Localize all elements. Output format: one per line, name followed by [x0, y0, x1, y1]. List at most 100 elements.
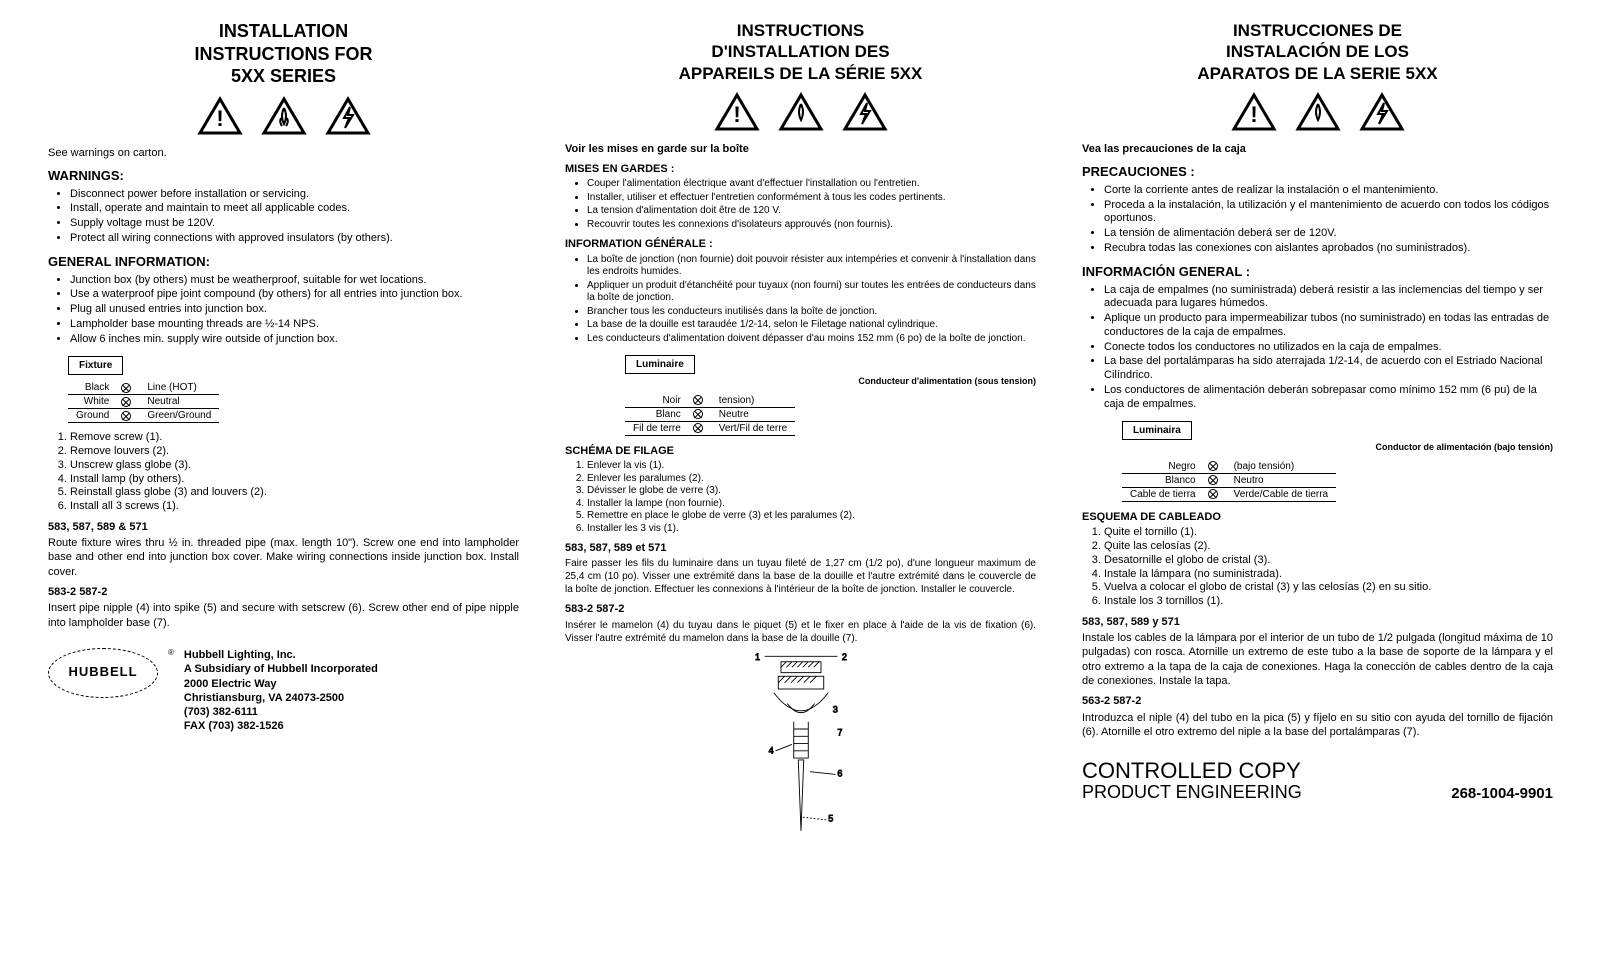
- list-item: La tension d'alimentation doit être de 1…: [587, 205, 1036, 218]
- warning-triangle-icon: !: [1231, 92, 1277, 132]
- wiring-right-label-es: Conductor de alimentación (bajo tensión): [1122, 442, 1553, 454]
- preamble-en: See warnings on carton.: [48, 146, 519, 160]
- table-cell: Vert/Fil de terre: [711, 421, 795, 435]
- connector-icon: [121, 383, 131, 393]
- table-cell: White: [68, 395, 113, 409]
- general-heading-en: GENERAL INFORMATION:: [48, 254, 519, 271]
- connector-icon: [693, 395, 703, 405]
- list-item: La caja de empalmes (no suministrada) de…: [1104, 284, 1553, 312]
- table-cell: Black: [68, 381, 113, 395]
- shock-triangle-icon: [1359, 92, 1405, 132]
- list-item: Les conducteurs d'alimentation doivent d…: [587, 333, 1036, 346]
- list-item: Vuelva a colocar el globo de cristal (3)…: [1104, 581, 1553, 595]
- hubbell-sub: A Subsidiary of Hubbell Incorporated: [184, 662, 378, 676]
- nipple-text-es: Introduzca el niple (4) del tubo en la p…: [1082, 711, 1553, 740]
- list-item: Corte la corriente antes de realizar la …: [1104, 184, 1553, 198]
- list-item: Recubra todas las conexiones con aislant…: [1104, 242, 1553, 256]
- connector-icon: [693, 423, 703, 433]
- list-item: Install all 3 screws (1).: [70, 500, 519, 514]
- hubbell-logo: HUBBELL: [48, 648, 158, 698]
- connector-icon: [121, 397, 131, 407]
- part-number: 268-1004-9901: [1451, 784, 1553, 804]
- shock-triangle-icon: [325, 96, 371, 136]
- table-cell: Blanco: [1122, 474, 1200, 488]
- nipple-heading-es: 563-2 587-2: [1082, 694, 1553, 708]
- table-cell: Negro: [1122, 460, 1200, 474]
- svg-text:!: !: [216, 106, 223, 131]
- list-item: Remove louvers (2).: [70, 445, 519, 459]
- svg-text:!: !: [733, 102, 740, 127]
- table-cell: Cable de tierra: [1122, 488, 1200, 502]
- wiring-table-en: Black Line (HOT) White Neutral Ground Green…: [68, 381, 219, 423]
- svg-text:4: 4: [768, 745, 773, 755]
- list-item: Enlever la vis (1).: [587, 460, 1036, 473]
- title-fr: INSTRUCTIONS D'INSTALLATION DES APPAREIL…: [565, 20, 1036, 84]
- table-cell: Verde/Cable de tierra: [1226, 488, 1337, 502]
- preamble-es: Vea las precauciones de la caja: [1082, 142, 1553, 156]
- table-cell: Ground: [68, 409, 113, 423]
- list-item: Lampholder base mounting threads are ½-1…: [70, 318, 519, 332]
- list-item: Desatornille el globo de cristal (3).: [1104, 554, 1553, 568]
- list-item: Installer les 3 vis (1).: [587, 523, 1036, 536]
- hubbell-tel: (703) 382-6111: [184, 705, 378, 719]
- route-text-fr: Faire passer les fils du luminaire dans …: [565, 557, 1036, 596]
- footer-es: CONTROLLED COPY PRODUCT ENGINEERING 268-…: [1082, 759, 1553, 803]
- table-cell: Line (HOT): [139, 381, 219, 395]
- steps-es: Quite el tornillo (1). Quite las celosía…: [1082, 526, 1553, 609]
- svg-text:7: 7: [837, 727, 842, 737]
- connector-icon: [1208, 489, 1218, 499]
- wiring-diagram-en: Fixture BlackLine (HOT) WhiteNeutral Gro…: [68, 356, 519, 423]
- list-item: Enlever les paralumes (2).: [587, 473, 1036, 486]
- list-item: Recouvrir toutes les connexions d'isolat…: [587, 219, 1036, 232]
- list-item: Instale los 3 tornillos (1).: [1104, 595, 1553, 609]
- list-item: Instale la lámpara (no suministrada).: [1104, 568, 1553, 582]
- warning-triangle-icon: !: [714, 92, 760, 132]
- general-list-en: Junction box (by others) must be weather…: [48, 274, 519, 347]
- preamble-fr: Voir les mises en garde sur la boîte: [565, 142, 1036, 156]
- list-item: La base de la douille est taraudée 1/2-1…: [587, 319, 1036, 332]
- list-item: Allow 6 inches min. supply wire outside …: [70, 333, 519, 347]
- connector-icon: [121, 411, 131, 421]
- steps-en: Remove screw (1). Remove louvers (2). Un…: [48, 431, 519, 514]
- list-item: Quite el tornillo (1).: [1104, 526, 1553, 540]
- connector-icon: [1208, 461, 1218, 471]
- steps-fr: Enlever la vis (1). Enlever les paralume…: [565, 460, 1036, 535]
- warnings-list-en: Disconnect power before installation or …: [48, 188, 519, 246]
- hubbell-address: Hubbell Lighting, Inc. A Subsidiary of H…: [184, 648, 378, 734]
- wiring-table-es: Negro(bajo tensión) BlancoNeutro Cable d…: [1122, 460, 1336, 502]
- nipple-heading-fr: 583-2 587-2: [565, 602, 1036, 616]
- table-cell: Blanc: [625, 407, 685, 421]
- warning-icons-fr: !: [565, 92, 1036, 132]
- table-cell: Noir: [625, 394, 685, 408]
- warnings-heading-en: WARNINGS:: [48, 168, 519, 185]
- warning-icons-en: !: [48, 96, 519, 136]
- nipple-text-fr: Insérer le mamelon (4) du tuyau dans le …: [565, 619, 1036, 645]
- warnings-list-fr: Couper l'alimentation électrique avant d…: [565, 178, 1036, 231]
- table-cell: Neutral: [139, 395, 219, 409]
- table-cell: Green/Ground: [139, 409, 219, 423]
- route-text-en: Route fixture wires thru ½ in. threaded …: [48, 536, 519, 579]
- list-item: Plug all unused entries into junction bo…: [70, 303, 519, 317]
- fire-triangle-icon: [1295, 92, 1341, 132]
- list-item: Couper l'alimentation électrique avant d…: [587, 178, 1036, 191]
- hubbell-addr1: 2000 Electric Way: [184, 677, 378, 691]
- connector-icon: [1208, 475, 1218, 485]
- table-cell: Neutre: [711, 407, 795, 421]
- list-item: La base del portalámparas ha sido aterra…: [1104, 355, 1553, 383]
- route-text-es: Instale los cables de la lámpara por el …: [1082, 631, 1553, 688]
- connector-icon: [693, 409, 703, 419]
- route-heading-en: 583, 587, 589 & 571: [48, 520, 519, 534]
- warnings-list-es: Corte la corriente antes de realizar la …: [1082, 184, 1553, 256]
- wiring-diagram-es: Luminaira Conductor de alimentación (baj…: [1122, 421, 1553, 502]
- list-item: Remove screw (1).: [70, 431, 519, 445]
- general-heading-fr: INFORMATION GÉNÉRALE :: [565, 237, 1036, 251]
- table-cell: (bajo tensión): [1226, 460, 1337, 474]
- wiring-right-label-fr: Conducteur d'alimentation (sous tension): [625, 376, 1036, 388]
- hubbell-fax: FAX (703) 382-1526: [184, 719, 378, 733]
- warnings-heading-fr: MISES EN GARDES :: [565, 162, 1036, 176]
- nipple-heading-en: 583-2 587-2: [48, 585, 519, 599]
- list-item: Disconnect power before installation or …: [70, 188, 519, 202]
- svg-text:2: 2: [841, 652, 846, 662]
- controlled-text: CONTROLLED COPY: [1082, 759, 1302, 783]
- list-item: Appliquer un produit d'étanchéité pour t…: [587, 280, 1036, 305]
